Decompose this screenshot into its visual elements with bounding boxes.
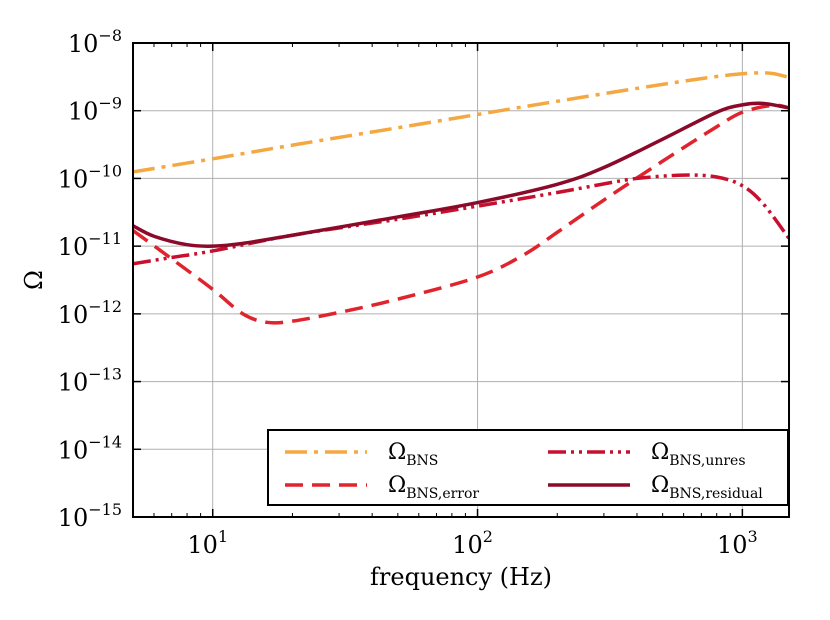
y-tick-label-exponent: −11 <box>88 229 122 248</box>
x-axis-label: frequency (Hz) <box>370 563 552 591</box>
y-tick-label-base: 10 <box>58 301 89 329</box>
x-tick-label-base: 10 <box>187 531 218 559</box>
y-axis-label: Ω <box>20 270 48 290</box>
series-line-bns-unres <box>133 173 789 266</box>
legend-subscript: BNS,residual <box>669 486 763 502</box>
y-tick-label: 10−8 <box>68 26 122 58</box>
y-tick-label: 10−13 <box>58 365 122 397</box>
y-tick-label-exponent: −13 <box>88 365 122 384</box>
series-layer <box>133 71 789 325</box>
y-tick-label-base: 10 <box>58 436 89 464</box>
y-tick-label-base: 10 <box>58 504 89 532</box>
legend-subscript: BNS <box>406 453 438 469</box>
legend-symbol: Ω <box>651 440 669 465</box>
y-tick-label-exponent: −15 <box>88 500 122 519</box>
y-tick-label-exponent: −12 <box>88 297 122 316</box>
y-tick-label-exponent: −8 <box>98 26 122 45</box>
y-tick-label-base: 10 <box>58 233 89 261</box>
legend-label-bns: ΩBNS <box>388 440 438 469</box>
series-line-bns <box>133 71 789 174</box>
x-tick-label-exponent: 1 <box>218 527 228 546</box>
legend-label-bns-unres: ΩBNS,unres <box>651 440 746 469</box>
legend-label-bns-error: ΩBNS,error <box>388 473 479 502</box>
legend-box <box>267 429 789 506</box>
y-tick-label: 10−10 <box>58 161 122 193</box>
y-tick-label-base: 10 <box>58 165 89 193</box>
y-tick-label: 10−9 <box>68 94 122 126</box>
y-tick-label-base: 10 <box>58 369 89 397</box>
series-line-bns-error <box>133 103 789 325</box>
x-tick-label-exponent: 2 <box>483 527 493 546</box>
legend-symbol: Ω <box>651 473 669 498</box>
ticks <box>132 42 789 518</box>
y-tick-label: 10−11 <box>58 229 122 261</box>
plot-frame <box>132 42 790 518</box>
legend-symbol: Ω <box>388 473 406 498</box>
y-tick-label-exponent: −14 <box>88 432 122 451</box>
legend-symbol: Ω <box>388 440 406 465</box>
y-tick-label: 10−15 <box>58 500 122 532</box>
tick-labels: 101 102 10310−1510−1410−1310−1210−1110−101… <box>58 26 758 559</box>
y-tick-label-base: 10 <box>68 30 99 58</box>
x-tick-label-exponent: 3 <box>748 527 758 546</box>
y-tick-label-base: 10 <box>68 98 99 126</box>
x-tick-label-base: 10 <box>452 531 483 559</box>
legend-subscript: BNS,error <box>406 486 479 502</box>
x-tick-label-base: 10 <box>717 531 748 559</box>
y-tick-label: 10−14 <box>58 432 122 464</box>
x-tick-label: 102 <box>452 527 493 559</box>
x-tick-label: 101 <box>187 527 228 559</box>
y-tick-label-exponent: −10 <box>88 161 122 180</box>
legend-label-bns-residual: ΩBNS,residual <box>651 473 763 502</box>
series-line-bns-residual <box>133 101 789 248</box>
x-tick-label: 103 <box>717 527 758 559</box>
grid <box>133 43 789 517</box>
y-tick-label: 10−12 <box>58 297 122 329</box>
legend-subscript: BNS,unres <box>669 453 745 469</box>
y-tick-label-exponent: −9 <box>98 94 122 113</box>
